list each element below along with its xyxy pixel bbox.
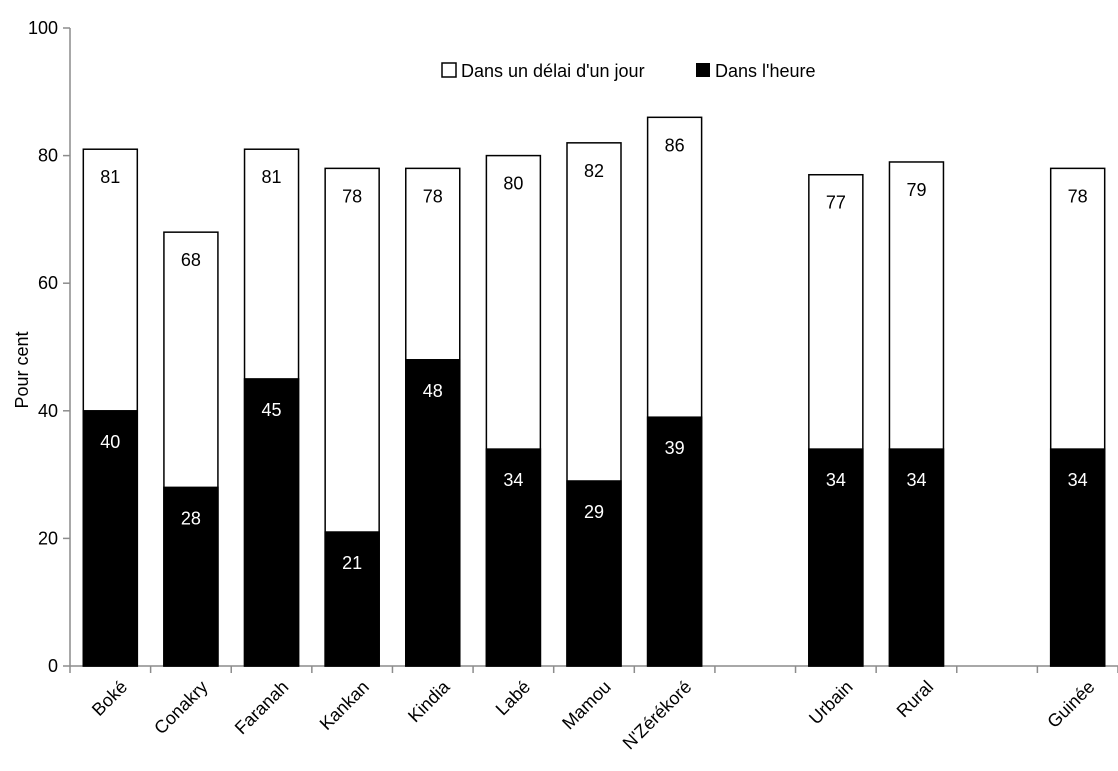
data-label-within-day: 77 [826, 193, 846, 213]
data-label-within-day: 79 [906, 180, 926, 200]
bar-within-hour [808, 448, 864, 667]
data-label-within-hour: 40 [100, 432, 120, 452]
bar-within-hour [566, 480, 622, 667]
x-category-label: Rural [893, 677, 938, 722]
data-label-within-hour: 34 [826, 470, 846, 490]
data-label-within-hour: 34 [503, 470, 523, 490]
data-label-within-hour: 21 [342, 553, 362, 573]
legend: Dans un délai d'un jour Dans l'heure [441, 61, 816, 81]
bar-within-hour [243, 378, 300, 667]
data-label-within-hour: 34 [1068, 470, 1088, 490]
data-label-within-hour: 45 [262, 400, 282, 420]
data-label-within-day: 68 [181, 250, 201, 270]
legend-label-within-day: Dans un délai d'un jour [461, 61, 645, 81]
plot-area: 0 20 40 60 80 100 81 40 Boké 68 28 Conakry 81 45 Faran… [28, 18, 1118, 753]
bar-within-hour [888, 448, 945, 667]
y-tick-label: 0 [48, 656, 58, 676]
x-category-label: Conakry [150, 677, 212, 739]
data-label-within-day: 78 [423, 186, 443, 206]
data-label-within-hour: 34 [906, 470, 926, 490]
x-category-label: N'Zérékoré [619, 677, 696, 754]
x-category-label: Kankan [316, 677, 373, 734]
x-category-label: Kindia [404, 676, 454, 726]
bar-within-hour [646, 416, 703, 667]
data-label-within-day: 82 [584, 161, 604, 181]
data-label-within-day: 81 [262, 167, 282, 187]
y-tick-label: 100 [28, 18, 58, 38]
y-tick-label: 80 [38, 146, 58, 166]
legend-swatch-within-day [441, 62, 457, 78]
data-label-within-hour: 39 [665, 438, 685, 458]
legend-swatch-within-hour [696, 63, 710, 77]
data-label-within-day: 78 [1068, 186, 1088, 206]
y-tick-label: 40 [38, 401, 58, 421]
x-category-label: Urbain [805, 677, 857, 729]
bar-within-hour [82, 410, 139, 667]
bar-within-hour [324, 531, 380, 667]
x-category-label: Boké [88, 677, 131, 720]
bar-within-hour [1049, 448, 1106, 667]
x-category-label: Mamou [558, 677, 615, 734]
data-label-within-hour: 48 [423, 381, 443, 401]
bar-within-hour [405, 359, 461, 667]
x-category-label: Faranah [231, 677, 293, 739]
x-category-label: Labé [492, 677, 534, 719]
legend-label-within-hour: Dans l'heure [715, 61, 816, 81]
data-label-within-day: 81 [100, 167, 120, 187]
data-label-within-day: 86 [665, 135, 685, 155]
data-label-within-hour: 29 [584, 502, 604, 522]
y-axis-label: Pour cent [12, 331, 32, 408]
data-label-within-hour: 28 [181, 508, 201, 528]
x-category-label: Guinée [1043, 677, 1098, 732]
bar-within-hour [485, 448, 542, 667]
bar-within-hour [163, 486, 219, 667]
y-tick-label: 20 [38, 528, 58, 548]
data-label-within-day: 80 [503, 174, 523, 194]
y-tick-label: 60 [38, 273, 58, 293]
data-label-within-day: 78 [342, 186, 362, 206]
